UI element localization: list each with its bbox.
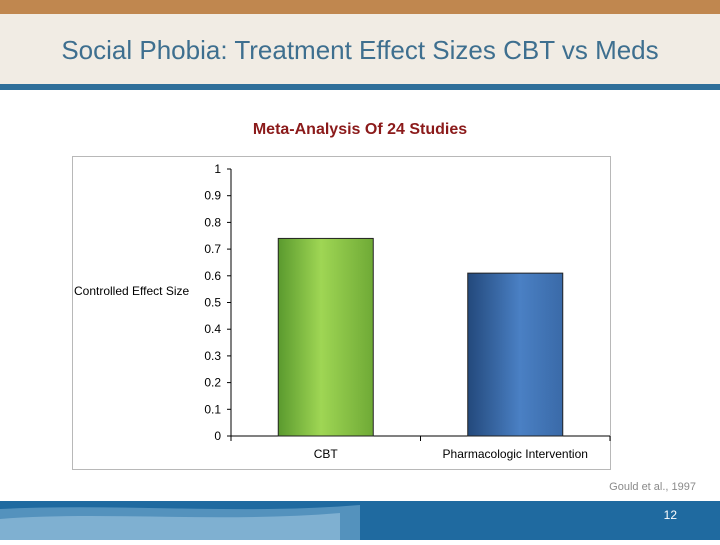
page-number: 12 <box>663 508 677 522</box>
y-tick-label: 1 <box>214 162 221 176</box>
y-tick-label: 0.9 <box>204 189 221 203</box>
chart-title: Meta-Analysis Of 24 Studies <box>252 121 468 138</box>
y-tick-label: 0.5 <box>204 296 221 310</box>
y-tick-label: 0.6 <box>204 269 221 283</box>
y-tick-label: 0.4 <box>204 322 221 336</box>
top-accent-stripe <box>0 0 720 14</box>
y-tick-label: 0.8 <box>204 215 221 229</box>
y-tick-label: 0 <box>214 429 221 443</box>
y-tick-label: 0.7 <box>204 242 221 256</box>
title-band <box>0 14 720 84</box>
y-tick-label: 0.1 <box>204 402 221 416</box>
bar-pharmacologic-intervention <box>467 272 564 437</box>
footer-wave <box>0 505 360 540</box>
title-divider <box>0 84 720 90</box>
x-category-label: Pharmacologic Intervention <box>443 447 588 461</box>
citation: Gould et al., 1997 <box>609 481 696 493</box>
x-category-label: CBT <box>314 447 339 461</box>
y-tick-label: 0.3 <box>204 349 221 363</box>
footer-band <box>0 501 720 540</box>
y-tick-label: 0.2 <box>204 376 221 390</box>
bar-cbt <box>277 237 374 437</box>
y-axis-label: Controlled Effect Size <box>74 284 190 298</box>
slide-title: Social Phobia: Treatment Effect Sizes CB… <box>61 35 659 65</box>
